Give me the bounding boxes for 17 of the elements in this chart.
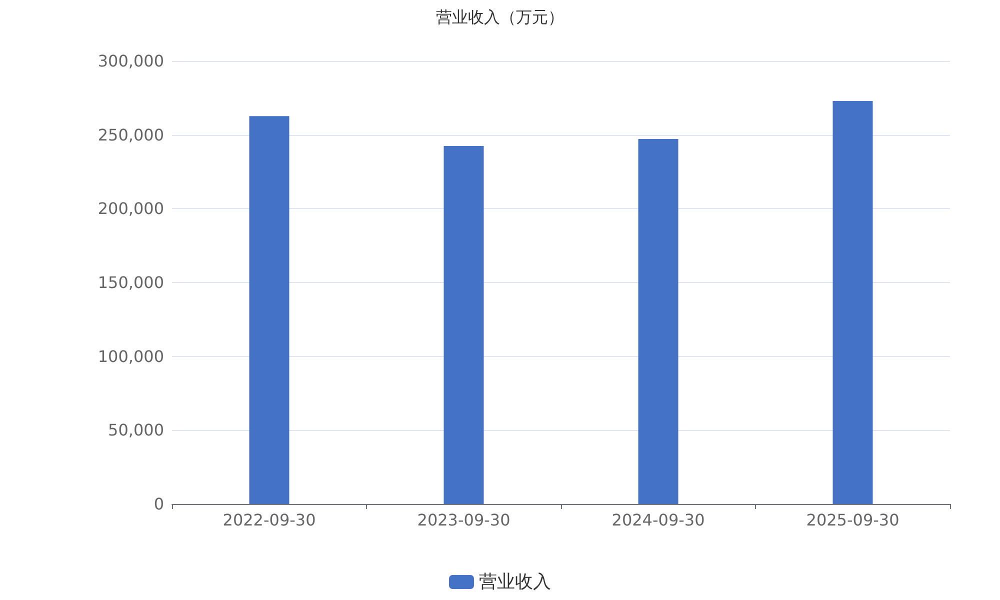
x-tick-label: 2025-09-30: [806, 510, 900, 530]
legend-label: 营业收入: [479, 572, 551, 592]
x-tick-label: 2022-09-30: [222, 510, 316, 530]
bar: [444, 146, 484, 504]
bar: [638, 138, 678, 504]
y-tick-label: 250,000: [98, 125, 164, 144]
chart-title: 营业收入（万元）: [436, 8, 564, 26]
x-tick-label: 2023-09-30: [417, 510, 510, 530]
y-tick-label: 200,000: [98, 199, 164, 218]
y-tick-label: 0: [154, 494, 164, 514]
bar: [832, 101, 873, 504]
y-tick-label: 100,000: [98, 346, 164, 366]
y-tick-label: 150,000: [98, 273, 164, 292]
y-tick-label: 50,000: [108, 420, 164, 440]
y-tick-label: 300,000: [98, 52, 164, 70]
x-tick-label: 2024-09-30: [612, 510, 705, 530]
bar: [249, 116, 290, 504]
